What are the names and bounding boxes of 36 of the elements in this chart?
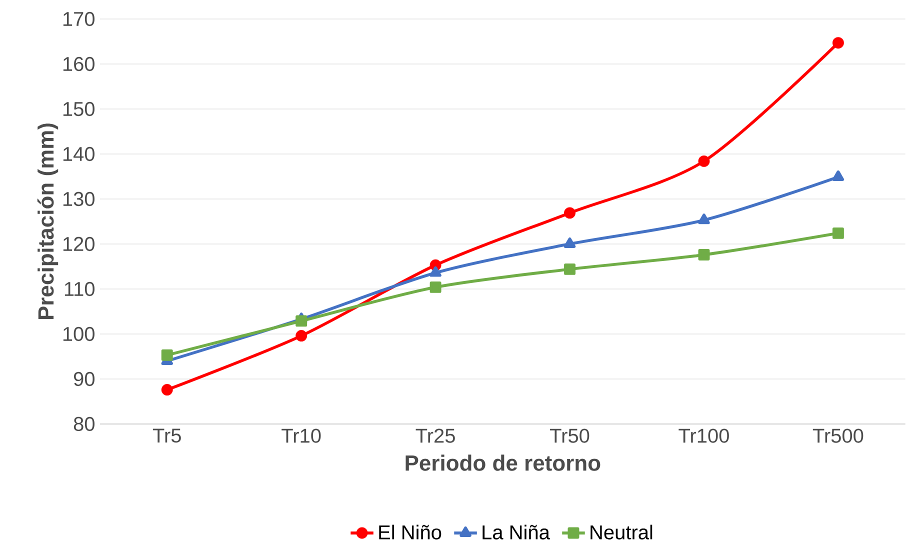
y-tick-label: 150	[63, 102, 94, 116]
y-tick-label: 170	[63, 12, 94, 26]
legend-label: Neutral	[590, 524, 652, 540]
point	[430, 266, 442, 277]
point	[564, 263, 576, 275]
point	[698, 155, 710, 167]
x-tick-label: Tr5	[152, 428, 181, 443]
y-axis-title: Precipitación (mm)	[37, 124, 58, 320]
y-tick-label: 100	[63, 326, 94, 342]
legend-label: El Niño	[379, 524, 442, 540]
y-tick-label: 120	[63, 236, 94, 252]
y-tick-label: 110	[64, 282, 94, 296]
y-tick-label: 130	[63, 192, 94, 206]
y-tick-label: 80	[74, 416, 94, 432]
y-tick-label: 160	[63, 56, 94, 72]
y-tick-label: 90	[74, 372, 94, 386]
point	[296, 330, 308, 342]
point	[161, 349, 173, 361]
x-axis-title: Periodo de retorno	[406, 454, 600, 471]
x-tick-label: Tr50	[550, 428, 590, 443]
x-tick-label: Tr500	[812, 428, 864, 443]
point	[430, 281, 442, 293]
point	[832, 37, 844, 49]
x-tick-label: Tr25	[416, 428, 455, 443]
point	[698, 214, 710, 224]
legend-label: La Niña	[482, 524, 550, 540]
x-tick-label: Tr100	[678, 428, 729, 443]
point	[564, 207, 576, 219]
point	[832, 227, 844, 239]
x-tick-label: Tr10	[282, 428, 321, 443]
y-tick-label: 140	[63, 146, 94, 162]
point	[296, 315, 308, 327]
point	[161, 384, 173, 396]
point	[832, 170, 844, 181]
point	[564, 237, 576, 248]
point	[698, 249, 710, 261]
